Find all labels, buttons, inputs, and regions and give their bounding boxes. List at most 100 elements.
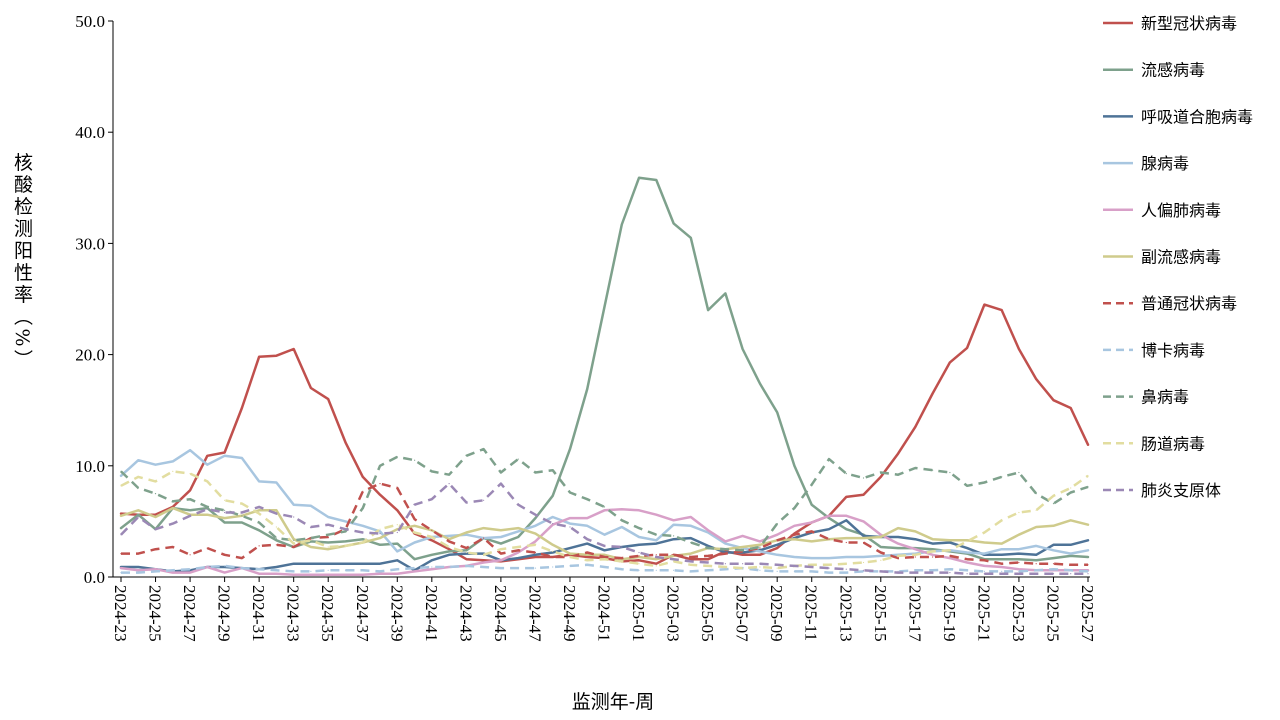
data-point	[206, 514, 208, 516]
data-point	[224, 554, 226, 556]
data-point	[172, 507, 174, 509]
data-point	[673, 222, 675, 224]
data-point	[344, 545, 347, 547]
data-point	[932, 572, 934, 574]
data-point	[1018, 471, 1020, 474]
data-point	[362, 563, 364, 565]
data-point	[534, 525, 537, 527]
data-point	[258, 573, 260, 575]
data-point	[690, 525, 692, 527]
data-point	[465, 501, 467, 504]
data-point	[966, 547, 968, 549]
data-point	[483, 499, 485, 501]
data-point	[845, 496, 847, 498]
data-point	[258, 509, 260, 511]
data-point	[552, 566, 554, 568]
series-副流感病毒	[119, 506, 1090, 561]
data-point	[258, 506, 260, 508]
data-point	[690, 553, 692, 555]
data-point	[621, 557, 623, 559]
data-point	[483, 566, 485, 568]
data-point	[897, 536, 899, 538]
data-point	[1001, 548, 1003, 550]
x-tick-label: 2025-17	[905, 585, 924, 642]
data-point	[396, 573, 398, 575]
data-point	[1070, 569, 1072, 571]
data-point	[448, 548, 450, 550]
data-point	[966, 569, 968, 571]
data-point	[603, 545, 606, 547]
legend-item: 肠道病毒	[1103, 434, 1205, 453]
data-point	[137, 476, 139, 478]
data-point	[414, 504, 416, 506]
legend-label: 呼吸道合胞病毒	[1141, 107, 1253, 126]
data-point	[310, 546, 312, 548]
x-tick-label: 2024-39	[387, 585, 406, 642]
data-point	[327, 546, 329, 548]
data-point	[293, 516, 295, 518]
data-point	[811, 564, 813, 566]
data-point	[189, 449, 191, 451]
data-point	[396, 487, 398, 489]
data-point	[862, 570, 865, 573]
data-point	[603, 506, 606, 508]
data-point	[655, 558, 657, 560]
data-point	[552, 551, 554, 554]
data-point	[293, 539, 295, 541]
data-point	[189, 568, 191, 570]
x-tick-label: 2025-03	[664, 585, 683, 642]
data-point	[845, 528, 847, 530]
data-point	[483, 527, 485, 529]
data-point	[362, 538, 364, 540]
data-point	[932, 548, 934, 550]
data-point	[1052, 544, 1055, 546]
data-point	[310, 574, 312, 576]
data-point	[1035, 509, 1037, 511]
data-point	[241, 557, 243, 559]
data-point	[1035, 493, 1037, 495]
data-point	[517, 504, 519, 506]
data-point	[172, 500, 174, 502]
data-point	[327, 563, 329, 565]
data-point	[224, 565, 226, 567]
data-point	[1001, 543, 1003, 545]
data-point	[1018, 348, 1020, 350]
data-point	[655, 563, 657, 565]
data-point	[275, 481, 277, 484]
data-point	[949, 471, 951, 474]
data-point	[465, 455, 467, 457]
data-point	[673, 538, 675, 540]
data-point	[1018, 570, 1020, 573]
data-point	[431, 498, 433, 500]
data-point	[880, 570, 882, 573]
data-point	[293, 574, 295, 576]
data-point	[344, 540, 347, 543]
data-point	[1035, 378, 1037, 380]
data-point	[724, 566, 727, 568]
x-tick-label: 2025-21	[974, 585, 993, 642]
x-tick-label: 2024-33	[284, 585, 303, 642]
data-point	[327, 574, 329, 576]
data-point	[1070, 564, 1072, 566]
data-point	[862, 477, 865, 479]
data-point	[224, 521, 226, 524]
data-point	[362, 525, 364, 527]
data-point	[206, 455, 208, 457]
data-point	[1087, 539, 1089, 541]
series-line	[119, 176, 1090, 562]
series-line	[121, 482, 1088, 567]
data-point	[862, 541, 865, 544]
data-point	[137, 487, 139, 489]
data-point	[258, 545, 260, 547]
data-point	[811, 530, 813, 533]
data-point	[154, 514, 157, 516]
legend-item: 博卡病毒	[1103, 341, 1205, 360]
data-point	[655, 565, 657, 567]
data-point	[638, 509, 640, 511]
data-point	[897, 557, 899, 559]
data-point	[862, 494, 865, 496]
legend-label: 肠道病毒	[1141, 434, 1205, 453]
data-point	[206, 464, 208, 466]
data-point	[414, 558, 416, 560]
